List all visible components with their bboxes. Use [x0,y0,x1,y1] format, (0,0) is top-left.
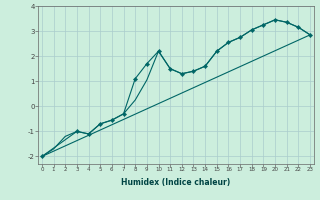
X-axis label: Humidex (Indice chaleur): Humidex (Indice chaleur) [121,178,231,187]
